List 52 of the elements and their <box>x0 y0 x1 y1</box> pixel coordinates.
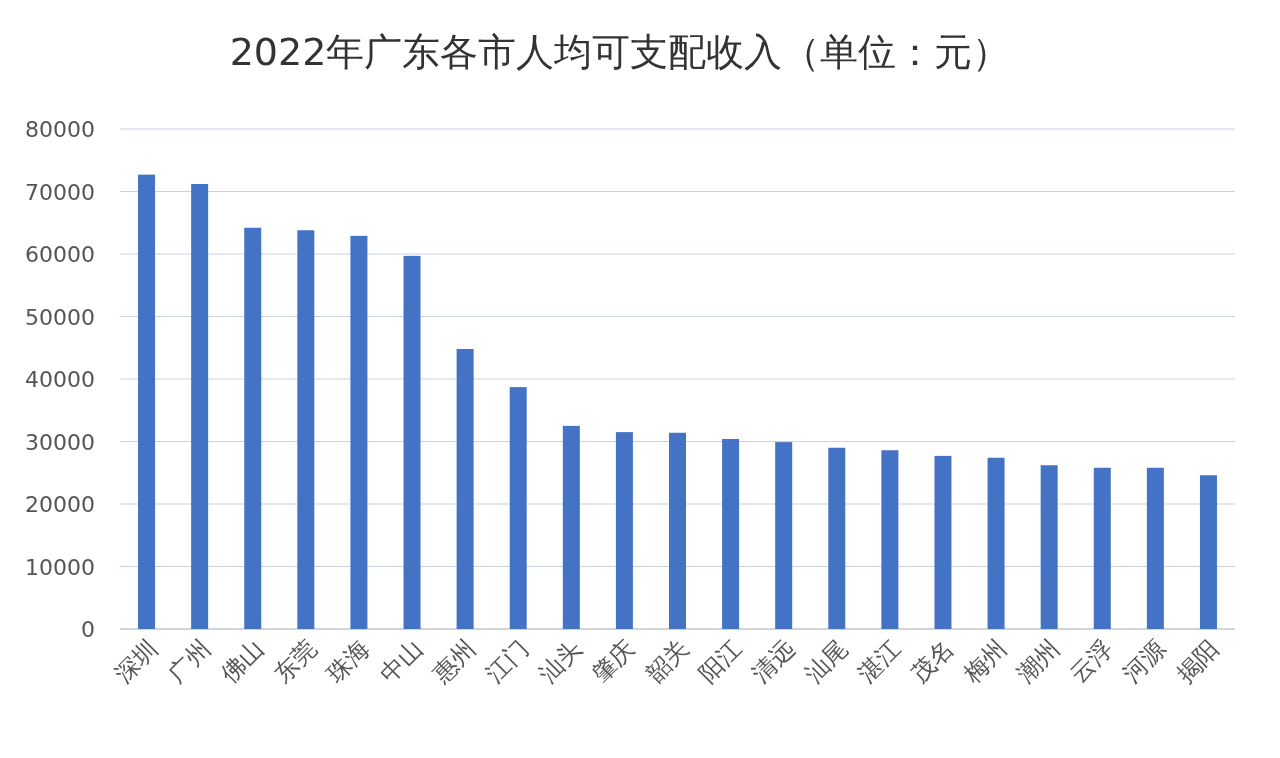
x-tick-label: 东莞 <box>268 634 323 689</box>
x-tick-label: 阳江 <box>693 634 747 689</box>
bar <box>934 455 952 629</box>
x-tick-label: 江门 <box>480 634 535 689</box>
bar <box>403 255 421 629</box>
x-tick-label: 广州 <box>162 634 216 689</box>
bar <box>881 450 899 629</box>
x-tick-label: 揭阳 <box>1170 634 1225 689</box>
bar <box>191 184 209 629</box>
x-tick-label: 肇庆 <box>586 634 641 689</box>
bar <box>1093 467 1111 629</box>
x-tick-label: 汕头 <box>533 634 588 689</box>
chart-title: 2022年广东各市人均可支配收入（单位：元） <box>229 30 1011 74</box>
y-tick-label: 80000 <box>25 117 95 142</box>
bar <box>509 387 527 629</box>
bar <box>828 447 846 629</box>
bar <box>669 432 686 629</box>
x-tick-label: 中山 <box>374 634 429 689</box>
y-tick-label: 30000 <box>25 429 95 455</box>
bar <box>562 425 580 629</box>
bar <box>138 174 156 629</box>
y-tick-label: 60000 <box>25 242 95 267</box>
y-tick-label: 50000 <box>25 304 95 330</box>
x-tick-label: 汕尾 <box>799 634 854 689</box>
x-tick-label: 梅州 <box>957 634 1013 689</box>
bar <box>987 457 1005 629</box>
x-tick-label: 河源 <box>1117 634 1172 689</box>
y-tick-label: 0 <box>81 617 95 642</box>
bar <box>297 230 315 629</box>
x-tick-label: 佛山 <box>215 634 269 689</box>
bar <box>1199 475 1217 629</box>
bar <box>1146 467 1164 629</box>
x-tick-label: 云浮 <box>1064 634 1119 689</box>
y-tick-label: 70000 <box>25 179 95 205</box>
bar <box>775 442 793 629</box>
x-tick-label: 潮州 <box>1011 634 1066 689</box>
x-tick-label: 湛江 <box>852 634 907 689</box>
y-tick-label: 40000 <box>25 367 95 392</box>
x-tick-label: 深圳 <box>109 634 163 689</box>
x-tick-label: 清远 <box>746 634 800 689</box>
x-tick-label: 韶关 <box>640 634 694 689</box>
y-tick-label: 20000 <box>25 492 95 517</box>
bar <box>456 349 474 629</box>
bar <box>615 432 633 629</box>
y-tick-label: 10000 <box>25 554 95 580</box>
bar <box>350 235 368 629</box>
bar <box>722 439 740 629</box>
bar <box>1040 465 1058 629</box>
bar <box>244 227 262 629</box>
x-tick-label: 茂名 <box>905 634 960 689</box>
x-tick-label: 珠海 <box>321 634 376 689</box>
x-tick-label: 惠州 <box>426 634 482 689</box>
